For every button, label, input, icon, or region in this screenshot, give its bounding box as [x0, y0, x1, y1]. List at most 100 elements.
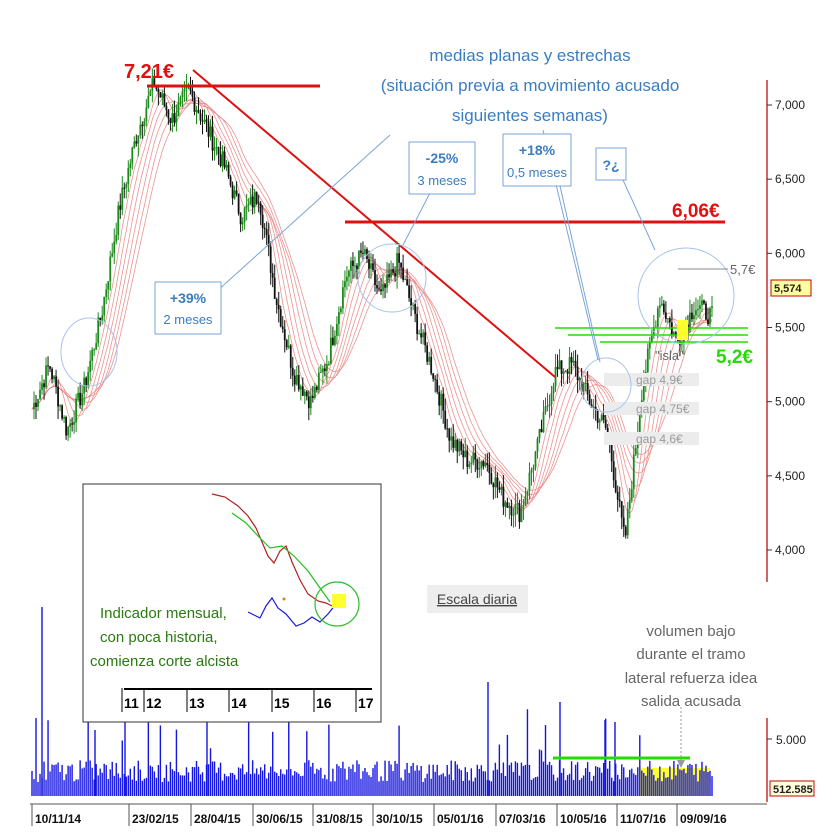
date-axis-labels: 10/11/14 23/02/15 28/04/15 30/06/15 31/08/15… — [31, 804, 727, 826]
candle-body — [333, 335, 336, 345]
candle-body — [416, 313, 419, 334]
price-tick-label: 4,500 — [775, 469, 805, 483]
candle-body — [205, 119, 208, 123]
candle-body — [362, 252, 364, 254]
candle-body — [193, 96, 196, 112]
level-label-57: 5,7€ — [730, 262, 756, 277]
candle-body — [428, 356, 431, 362]
circle-consolidation-3 — [580, 357, 632, 413]
candle-body — [161, 93, 164, 98]
candle-body — [506, 502, 509, 508]
candle-body — [514, 504, 517, 515]
candle-body — [664, 312, 667, 319]
candle-body — [498, 487, 501, 490]
candle-body — [143, 121, 146, 127]
candle-body — [482, 461, 485, 467]
moving-average-line — [31, 98, 713, 496]
inset-year-label: 15 — [274, 695, 290, 711]
candle-body — [309, 396, 312, 409]
candle-body — [526, 490, 529, 497]
candle-body — [350, 260, 352, 271]
candle-body — [366, 249, 368, 260]
circle-consolidation-4 — [637, 247, 735, 345]
candle-body — [456, 439, 459, 452]
candle-body — [348, 270, 350, 277]
candle-body — [470, 462, 473, 465]
candle-body — [167, 110, 170, 119]
inset-text-2: con poca historia, — [100, 629, 218, 646]
candle-body — [95, 343, 98, 350]
candle-body — [556, 367, 559, 370]
candle-body — [384, 284, 386, 288]
candle-body — [414, 303, 417, 314]
volume-current-label: 512.585 — [773, 784, 813, 796]
candle-body — [430, 356, 433, 374]
candle-body — [61, 405, 63, 419]
candle-body — [251, 196, 254, 208]
candle-body — [701, 300, 703, 306]
candle-body — [508, 506, 511, 508]
candle-body — [709, 308, 711, 325]
candle-body — [618, 499, 621, 502]
candle-body — [586, 382, 589, 395]
candle-body — [382, 284, 384, 292]
candle-body — [352, 260, 354, 266]
candle-body — [249, 196, 252, 204]
candle-body — [468, 464, 471, 467]
candle-body — [442, 393, 445, 411]
price-axis-ticks: 7,000 6,500 6,000 5,500 5,000 4,500 4,000 — [767, 98, 805, 557]
candle-body — [628, 499, 631, 509]
gap-band-2 — [604, 402, 699, 415]
candle-body — [548, 404, 551, 406]
candle-body — [181, 91, 184, 98]
candle-body — [504, 502, 507, 507]
candle-body — [697, 308, 699, 311]
candle-body — [458, 441, 461, 452]
candle-body — [570, 357, 573, 363]
date-label: 31/08/15 — [316, 812, 363, 826]
candle-body — [656, 308, 659, 327]
candle-body — [39, 389, 41, 400]
inset-circle — [314, 581, 360, 627]
candle-body — [117, 205, 120, 236]
box-18-period: 0,5 meses — [507, 165, 567, 180]
candle-body — [432, 373, 435, 379]
candle-body — [191, 90, 194, 97]
candle-body — [448, 428, 451, 441]
candle-body — [703, 300, 705, 304]
candle-body — [358, 250, 360, 270]
candle-body — [522, 505, 525, 508]
candle-body — [125, 184, 128, 188]
candle-body — [37, 399, 39, 407]
candle-body — [93, 349, 96, 351]
moving-average-line — [31, 101, 713, 505]
candle-body — [646, 348, 649, 372]
candle-body — [344, 281, 346, 288]
inset-monthly-indicator: Indicador mensual, con poca historia, co… — [82, 483, 382, 723]
candle-body — [568, 357, 571, 374]
connector-25 — [402, 192, 431, 246]
inset-line-red — [211, 493, 333, 607]
candle-body — [77, 392, 80, 399]
candle-body — [137, 135, 140, 144]
box-18 — [502, 133, 572, 187]
candle-body — [398, 253, 400, 263]
candle-body — [604, 419, 607, 428]
candle-body — [707, 319, 709, 325]
candle-body — [500, 486, 503, 490]
current-price-box — [770, 279, 812, 297]
circle-consolidation-1 — [60, 317, 118, 387]
candle-body — [438, 391, 441, 406]
candle-body — [165, 105, 168, 111]
price-tick-label: 7,000 — [775, 98, 805, 112]
candle-body — [185, 86, 188, 89]
candle-body — [634, 447, 637, 455]
candle-body — [462, 450, 465, 458]
candle-body — [426, 345, 429, 362]
candle-body — [71, 423, 74, 425]
candle-body — [490, 473, 493, 484]
candle-body — [392, 269, 394, 273]
candle-body — [578, 377, 581, 381]
candle-body — [105, 289, 108, 297]
